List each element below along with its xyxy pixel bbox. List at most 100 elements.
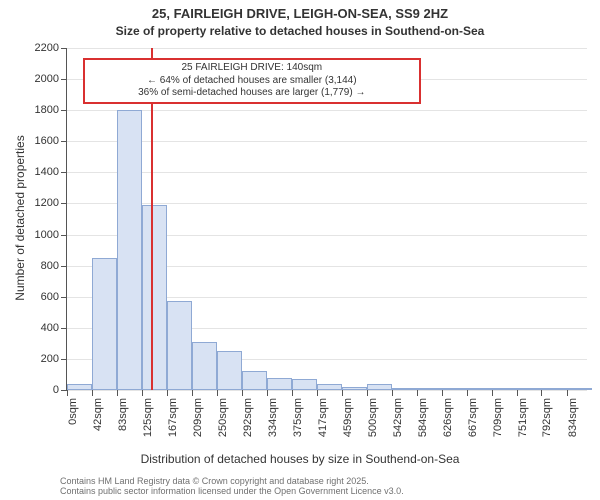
y-tick-label: 0 bbox=[53, 384, 59, 396]
annotation-line: 36% of semi-detached houses are larger (… bbox=[91, 87, 413, 100]
attribution: Contains HM Land Registry data © Crown c… bbox=[60, 476, 404, 496]
y-tick-label: 600 bbox=[41, 291, 59, 303]
x-tick bbox=[167, 390, 168, 396]
x-tick bbox=[192, 390, 193, 396]
x-tick-label: 292sqm bbox=[242, 398, 254, 437]
histogram-bar bbox=[467, 388, 492, 390]
x-tick bbox=[442, 390, 443, 396]
x-tick bbox=[217, 390, 218, 396]
histogram-bar bbox=[117, 110, 142, 390]
x-tick bbox=[342, 390, 343, 396]
x-tick bbox=[492, 390, 493, 396]
y-tick-label: 1400 bbox=[35, 166, 59, 178]
y-tick bbox=[61, 266, 67, 267]
chart-container: 25, FAIRLEIGH DRIVE, LEIGH-ON-SEA, SS9 2… bbox=[0, 0, 600, 500]
x-tick-label: 125sqm bbox=[142, 398, 154, 437]
x-tick-label: 250sqm bbox=[217, 398, 229, 437]
annotation-line: ← 64% of detached houses are smaller (3,… bbox=[91, 75, 413, 88]
gridline bbox=[67, 172, 587, 173]
x-tick-label: 667sqm bbox=[467, 398, 479, 437]
x-tick-label: 375sqm bbox=[292, 398, 304, 437]
histogram-bar bbox=[317, 384, 342, 390]
histogram-bar bbox=[417, 388, 442, 390]
y-tick bbox=[61, 297, 67, 298]
histogram-bar bbox=[392, 388, 417, 390]
gridline bbox=[67, 48, 587, 49]
y-tick-label: 1600 bbox=[35, 135, 59, 147]
x-tick bbox=[292, 390, 293, 396]
attribution-line2: Contains public sector information licen… bbox=[60, 486, 404, 496]
x-tick-label: 167sqm bbox=[167, 398, 179, 437]
x-tick bbox=[142, 390, 143, 396]
x-tick bbox=[541, 390, 542, 396]
y-tick bbox=[61, 359, 67, 360]
y-tick bbox=[61, 48, 67, 49]
histogram-bar bbox=[142, 205, 167, 390]
plot-area: 0200400600800100012001400160018002000220… bbox=[66, 48, 587, 391]
x-axis-title: Distribution of detached houses by size … bbox=[0, 452, 600, 466]
x-tick-label: 83sqm bbox=[117, 398, 129, 431]
chart-title: 25, FAIRLEIGH DRIVE, LEIGH-ON-SEA, SS9 2… bbox=[0, 6, 600, 21]
histogram-bar bbox=[92, 258, 117, 390]
y-tick bbox=[61, 110, 67, 111]
histogram-bar bbox=[167, 301, 192, 390]
x-tick-label: 42sqm bbox=[92, 398, 104, 431]
y-axis-title: Number of detached properties bbox=[13, 118, 27, 318]
y-tick bbox=[61, 235, 67, 236]
x-tick bbox=[67, 390, 68, 396]
gridline bbox=[67, 141, 587, 142]
histogram-bar bbox=[492, 388, 517, 390]
x-tick-label: 626sqm bbox=[442, 398, 454, 437]
y-tick bbox=[61, 203, 67, 204]
histogram-bar bbox=[442, 388, 467, 390]
y-tick-label: 1800 bbox=[35, 104, 59, 116]
y-tick-label: 2200 bbox=[35, 42, 59, 54]
x-tick-label: 751sqm bbox=[517, 398, 529, 437]
histogram-bar bbox=[192, 342, 217, 390]
x-tick-label: 459sqm bbox=[342, 398, 354, 437]
x-tick-label: 584sqm bbox=[417, 398, 429, 437]
x-tick bbox=[367, 390, 368, 396]
attribution-line1: Contains HM Land Registry data © Crown c… bbox=[60, 476, 404, 486]
x-tick bbox=[417, 390, 418, 396]
y-tick-label: 200 bbox=[41, 353, 59, 365]
histogram-bar bbox=[541, 388, 566, 390]
x-tick bbox=[242, 390, 243, 396]
histogram-bar bbox=[217, 351, 242, 390]
x-tick-label: 209sqm bbox=[192, 398, 204, 437]
x-tick bbox=[567, 390, 568, 396]
x-tick-label: 542sqm bbox=[392, 398, 404, 437]
histogram-bar bbox=[567, 388, 592, 390]
y-tick-label: 2000 bbox=[35, 73, 59, 85]
annotation-line: 25 FAIRLEIGH DRIVE: 140sqm bbox=[91, 62, 413, 75]
x-tick bbox=[317, 390, 318, 396]
histogram-bar bbox=[517, 388, 542, 390]
x-tick-label: 334sqm bbox=[267, 398, 279, 437]
y-tick-label: 800 bbox=[41, 260, 59, 272]
x-tick bbox=[267, 390, 268, 396]
y-tick-label: 400 bbox=[41, 322, 59, 334]
y-tick bbox=[61, 328, 67, 329]
y-tick-label: 1200 bbox=[35, 197, 59, 209]
gridline bbox=[67, 110, 587, 111]
x-tick-label: 709sqm bbox=[492, 398, 504, 437]
histogram-bar bbox=[292, 379, 317, 390]
x-tick bbox=[517, 390, 518, 396]
gridline bbox=[67, 390, 587, 391]
x-tick-label: 792sqm bbox=[541, 398, 553, 437]
histogram-bar bbox=[242, 371, 267, 390]
y-tick-label: 1000 bbox=[35, 229, 59, 241]
histogram-bar bbox=[367, 384, 392, 390]
y-tick bbox=[61, 141, 67, 142]
histogram-bar bbox=[342, 387, 367, 390]
x-tick-label: 500sqm bbox=[367, 398, 379, 437]
x-tick-label: 417sqm bbox=[317, 398, 329, 437]
x-tick bbox=[117, 390, 118, 396]
y-tick bbox=[61, 79, 67, 80]
x-tick-label: 0sqm bbox=[67, 398, 79, 425]
y-tick bbox=[61, 172, 67, 173]
x-tick bbox=[392, 390, 393, 396]
x-tick bbox=[92, 390, 93, 396]
chart-subtitle: Size of property relative to detached ho… bbox=[0, 24, 600, 38]
x-tick bbox=[467, 390, 468, 396]
